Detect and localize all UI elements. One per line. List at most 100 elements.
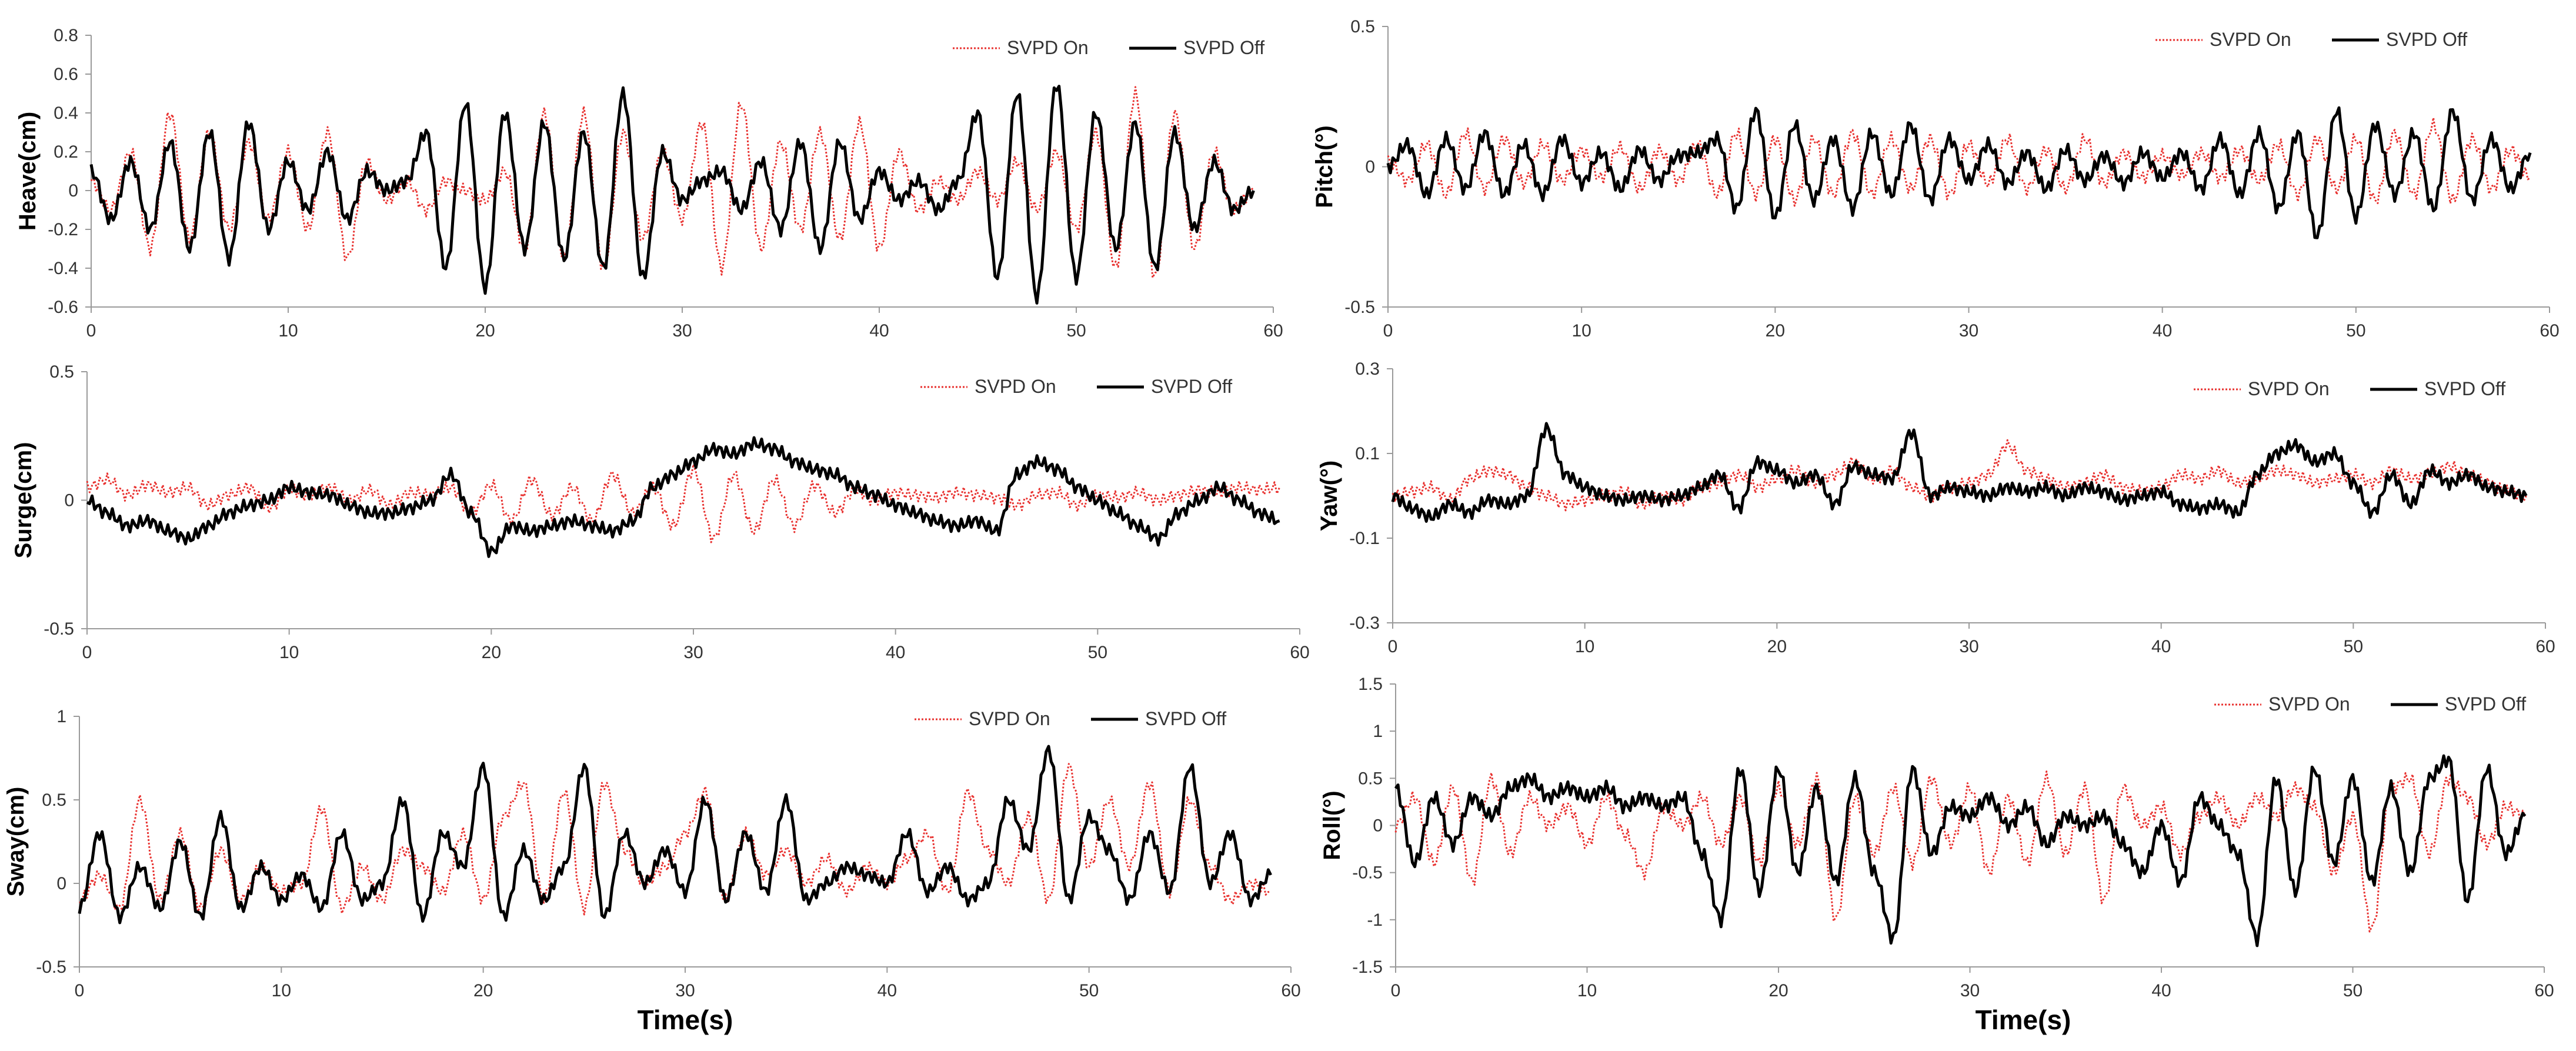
- x-tick-label: 30: [675, 981, 695, 1000]
- y-tick-label: 0.5: [1358, 769, 1383, 788]
- y-axis-label: Roll(°): [1319, 790, 1345, 860]
- series-line-svpd-off: [86, 436, 1280, 558]
- chart-panel-4: -0.3 -0.1 0.1 0.3 0 10 20 30 40 50 60 Yaw(°) SVPD On…: [1316, 359, 2555, 656]
- series-line-svpd-on: [79, 763, 1271, 916]
- x-tick-label: 40: [869, 321, 889, 341]
- x-tick-label: 10: [278, 321, 298, 341]
- legend-label: SVPD On: [969, 708, 1050, 729]
- series-line-svpd-off: [1386, 106, 2532, 239]
- legend-label: SVPD On: [1007, 37, 1089, 58]
- y-tick-label: 1: [56, 707, 66, 726]
- y-tick-label: 0: [1373, 816, 1383, 836]
- x-tick-label: 20: [482, 643, 501, 662]
- y-tick-label: -0.1: [1349, 529, 1380, 548]
- legend-label: SVPD On: [2248, 378, 2330, 399]
- y-tick-label: 0.3: [1355, 359, 1380, 379]
- x-tick-label: 30: [683, 643, 703, 662]
- y-tick-label: -0.6: [48, 298, 78, 317]
- x-tick-label: 40: [2151, 637, 2171, 656]
- y-axis-label: Surge(cm): [11, 442, 36, 559]
- x-tick-label: 60: [2534, 981, 2554, 1000]
- x-tick-label: 0: [75, 981, 85, 1000]
- legend-label: SVPD Off: [1183, 37, 1264, 58]
- x-tick-label: 60: [2540, 321, 2559, 341]
- x-tick-label: 30: [1959, 321, 1978, 341]
- chart-panel-5: -0.500.510 10 20 30 40 50 60Sway(cm)Time(s)SVP…: [3, 707, 1301, 1035]
- y-tick-label: -1.5: [1352, 957, 1383, 977]
- y-tick-label: -0.5: [36, 957, 66, 977]
- chart-panel-3: -0.5 0 0.5 0 10 20 30 40 50 60 Surge(cm) SVPD On SVP…: [11, 362, 1310, 662]
- x-tick-label: 10: [272, 981, 291, 1000]
- y-axis-label: Yaw(°): [1316, 461, 1342, 531]
- series-line-svpd-on: [86, 463, 1280, 543]
- legend-label: SVPD Off: [2424, 378, 2505, 399]
- x-tick-label: 50: [1079, 981, 1099, 1000]
- y-tick-label: -0.5: [44, 619, 74, 639]
- x-tick-label: 40: [2151, 981, 2171, 1000]
- y-tick-label: -1: [1367, 910, 1383, 930]
- x-tick-label: 20: [1769, 981, 1788, 1000]
- x-tick-label: 50: [2346, 321, 2365, 341]
- x-axis-label: Time(s): [638, 1005, 733, 1035]
- x-tick-label: 30: [672, 321, 692, 341]
- x-tick-label: 0: [86, 321, 96, 341]
- legend-label: SVPD On: [2268, 693, 2350, 715]
- legend-label: SVPD Off: [2445, 693, 2526, 715]
- y-tick-label: 0: [68, 181, 78, 201]
- y-tick-label: -0.5: [1352, 863, 1383, 883]
- y-tick-label: 0.5: [49, 362, 74, 382]
- legend-label: SVPD Off: [1145, 708, 1226, 729]
- x-tick-label: 0: [1388, 637, 1398, 656]
- y-tick-label: 0: [64, 491, 74, 511]
- x-tick-label: 40: [2153, 321, 2172, 341]
- y-tick-label: -0.4: [48, 259, 78, 278]
- y-tick-label: 1: [1373, 722, 1383, 741]
- x-tick-label: 0: [82, 643, 92, 662]
- x-tick-label: 30: [1960, 981, 1980, 1000]
- x-tick-label: 50: [1066, 321, 1086, 341]
- legend-label: SVPD Off: [1151, 376, 1232, 397]
- legend-label: SVPD On: [975, 376, 1056, 397]
- y-tick-label: -0.3: [1349, 613, 1380, 633]
- y-tick-label: 0.1: [1355, 444, 1380, 463]
- y-tick-label: 0.5: [42, 790, 66, 810]
- series-line-svpd-on: [1392, 439, 2527, 512]
- legend-label: SVPD On: [2210, 29, 2291, 50]
- y-tick-label: 1.5: [1358, 675, 1383, 694]
- y-axis-label: Heave(cm): [15, 112, 41, 231]
- x-tick-label: 50: [1088, 643, 1107, 662]
- x-tick-label: 10: [279, 643, 299, 662]
- chart-panel-6: -1.5 -1 -0.5 0 0.5 1 1.5 0 10 20 30 40 50 60 Roll(°) Ti…: [1319, 675, 2554, 1035]
- x-tick-label: 40: [877, 981, 897, 1000]
- x-tick-label: 20: [473, 981, 493, 1000]
- legend-label: SVPD Off: [2386, 29, 2467, 50]
- x-tick-label: 20: [1767, 637, 1787, 656]
- y-axis-label: Pitch(°): [1312, 125, 1337, 208]
- x-tick-label: 10: [1575, 637, 1594, 656]
- y-tick-label: 0: [56, 874, 66, 893]
- x-tick-label: 20: [1766, 321, 1785, 341]
- x-tick-label: 60: [1263, 321, 1283, 341]
- series-line-svpd-off: [89, 85, 1255, 305]
- x-tick-label: 10: [1571, 321, 1591, 341]
- y-axis-label: Sway(cm): [3, 787, 29, 897]
- y-tick-label: 0: [1365, 158, 1375, 177]
- series-line-svpd-off: [78, 745, 1272, 925]
- x-tick-label: 60: [2535, 637, 2555, 656]
- x-tick-label: 60: [1290, 643, 1309, 662]
- x-tick-label: 10: [1577, 981, 1597, 1000]
- chart-panel-1: -0.6 -0.4 -0.2 0 0.2 0.4 0.6 0.8 0 10 20 30 40 50 60 He…: [15, 26, 1283, 341]
- series-line-svpd-on: [1394, 770, 2526, 933]
- x-tick-label: 0: [1391, 981, 1401, 1000]
- y-tick-label: 0.4: [54, 104, 78, 123]
- y-tick-label: -0.2: [48, 220, 78, 239]
- series-line-svpd-off: [1391, 422, 2528, 523]
- x-tick-label: 50: [2343, 981, 2363, 1000]
- x-tick-label: 30: [1959, 637, 1978, 656]
- y-tick-label: 0.5: [1350, 17, 1375, 36]
- x-tick-label: 0: [1383, 321, 1393, 341]
- x-tick-label: 60: [1281, 981, 1300, 1000]
- y-tick-label: 0.8: [54, 26, 78, 45]
- series-line-svpd-on: [1387, 116, 2531, 207]
